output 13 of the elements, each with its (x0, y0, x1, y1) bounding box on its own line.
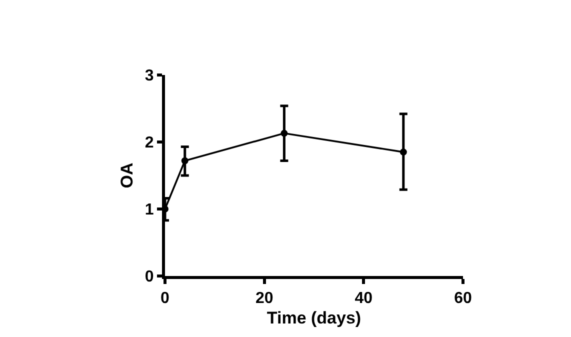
y-tick-label: 1 (144, 202, 154, 219)
x-axis-title: Time (days) (266, 308, 362, 328)
x-tick-label: 20 (255, 290, 274, 308)
y-axis-title: OA (117, 162, 136, 188)
y-tick-label: 2 (144, 134, 154, 152)
point (280, 130, 288, 137)
point (400, 148, 407, 156)
x-tick-label: 40 (354, 290, 373, 308)
x-tick-label: 0 (160, 290, 170, 308)
point (181, 157, 188, 164)
x-tick-label: 60 (454, 290, 472, 308)
y-tick-label: 3 (144, 68, 154, 85)
y-tick-label: 0 (144, 268, 154, 286)
